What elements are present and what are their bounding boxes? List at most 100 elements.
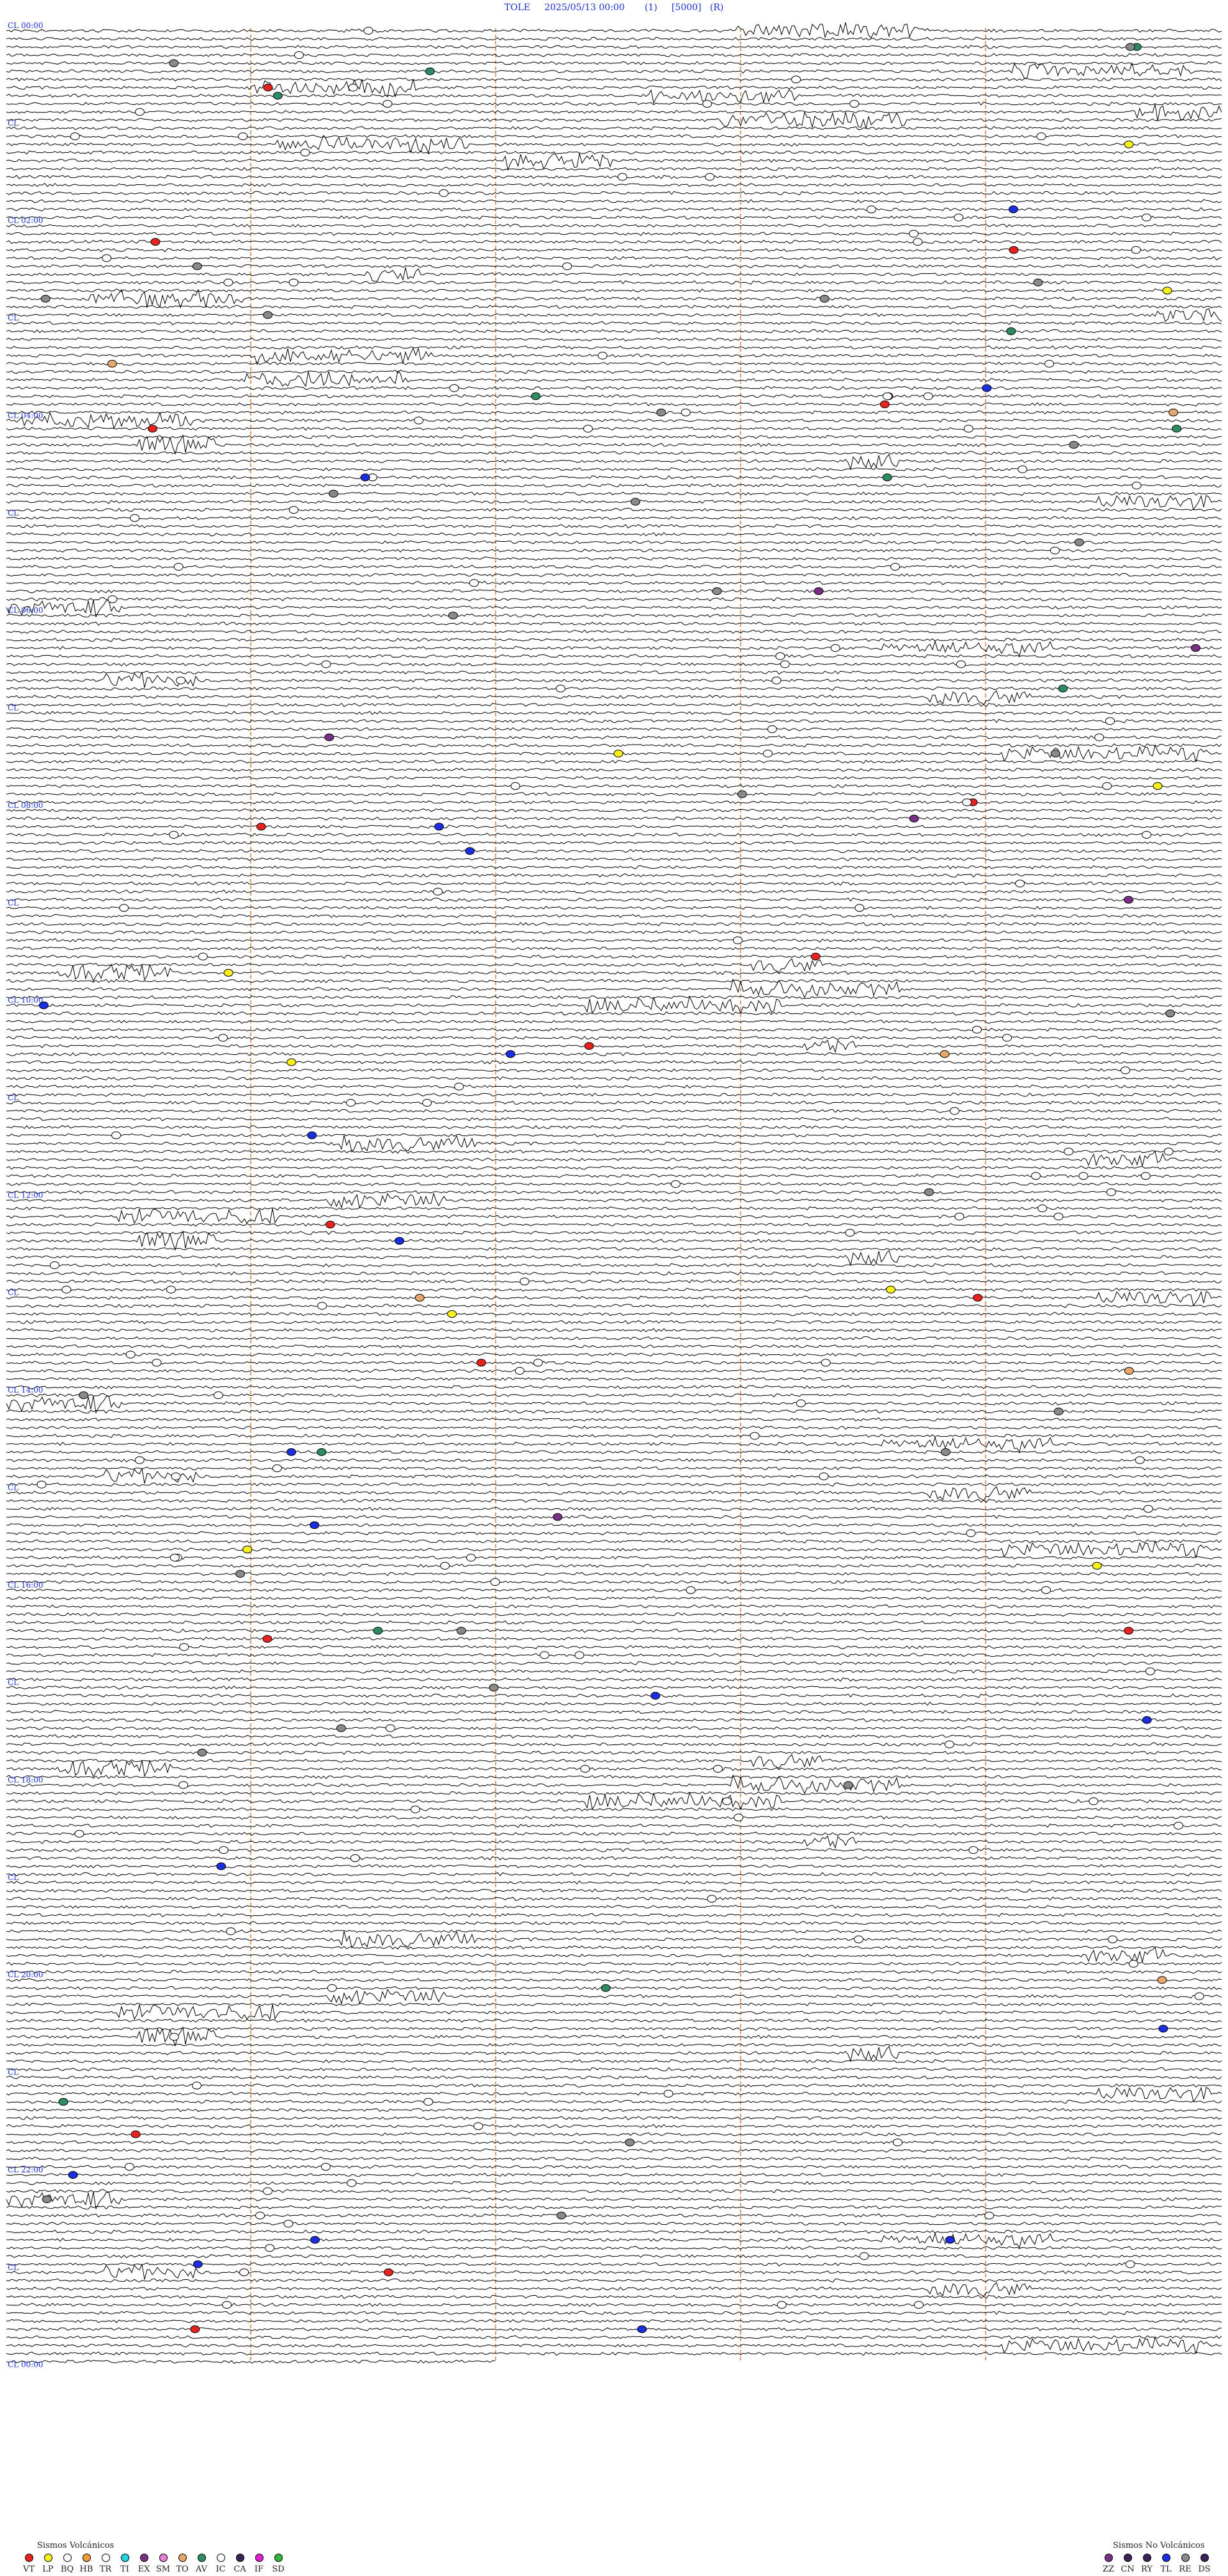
event-marker-lp — [287, 1058, 297, 1066]
legend-label: VT — [22, 2564, 35, 2574]
legend-dot-icon — [1123, 2554, 1132, 2562]
seismic-trace — [6, 1685, 1222, 1690]
seismic-trace — [6, 61, 1222, 66]
event-marker-bq — [70, 132, 80, 141]
event-marker-tl — [1158, 2025, 1169, 2033]
event-marker-bq — [914, 2301, 924, 2309]
event-marker-vt — [263, 83, 273, 91]
seismic-trace — [6, 2311, 1222, 2316]
seismic-trace — [6, 370, 1222, 388]
event-marker-bq — [1044, 360, 1054, 368]
event-marker-bq — [1142, 214, 1152, 221]
event-marker-re — [1125, 43, 1135, 51]
event-marker-re — [843, 1781, 853, 1789]
seismic-trace — [6, 347, 1222, 366]
event-marker-bq — [152, 1359, 162, 1367]
seismic-trace — [6, 2156, 1222, 2161]
event-marker-bq — [854, 904, 865, 912]
seismic-trace — [6, 1653, 1222, 1657]
seismic-trace — [6, 1831, 1222, 1836]
seismic-trace — [6, 889, 1222, 894]
seismic-trace — [6, 759, 1222, 764]
event-marker-lp — [1162, 287, 1172, 295]
seismic-trace — [6, 1986, 1222, 1991]
seismic-trace — [6, 629, 1222, 634]
seismic-trace — [6, 1531, 1222, 1536]
seismic-trace — [6, 1774, 1222, 1794]
event-marker-bq — [1053, 1212, 1064, 1221]
seismic-trace — [6, 1628, 1222, 1633]
seismic-trace — [6, 865, 1222, 870]
event-marker-bq — [135, 108, 145, 116]
hour-label: CL 10:00 — [8, 996, 43, 1005]
event-marker-bq — [111, 1131, 122, 1139]
event-marker-to — [107, 360, 117, 368]
seismic-trace — [6, 621, 1222, 626]
event-marker-bq — [173, 563, 184, 571]
event-marker-bq — [454, 1082, 464, 1091]
event-marker-bq — [767, 725, 777, 733]
seismic-trace — [6, 1931, 1222, 1949]
event-marker-bq — [239, 2268, 249, 2277]
legend-label: TI — [120, 2564, 129, 2574]
hour-label: CL — [8, 313, 19, 322]
event-marker-re — [1069, 441, 1079, 449]
event-marker-bq — [944, 1741, 954, 1748]
seismic-trace — [6, 1486, 1222, 1501]
legend-dot-icon — [1161, 2554, 1170, 2562]
seismic-trace — [6, 1271, 1222, 1276]
event-marker-bq — [1108, 1935, 1118, 1943]
legend-nonvolcanic-item-re: RE — [1176, 2554, 1195, 2574]
seismic-trace — [6, 1279, 1222, 1284]
event-marker-bq — [469, 579, 479, 587]
seismic-trace — [6, 1847, 1222, 1853]
seismic-trace — [6, 1522, 1222, 1528]
event-marker-bq — [1102, 782, 1112, 790]
event-marker-bq — [1018, 465, 1028, 473]
legend-nonvolcanic-title: Sismos No Volcánicos — [1113, 2541, 1205, 2550]
event-marker-re — [737, 790, 747, 798]
event-marker-bq — [1143, 1505, 1153, 1513]
event-marker-vt — [325, 1221, 335, 1229]
event-marker-bq — [1163, 1148, 1174, 1156]
seismic-trace — [6, 1311, 1222, 1316]
seismic-trace — [6, 1207, 1222, 1224]
event-marker-vt — [150, 238, 161, 246]
event-marker-bq — [923, 392, 933, 400]
legend-label: RE — [1179, 2564, 1192, 2574]
seismic-trace — [6, 454, 1222, 471]
seismic-trace — [6, 637, 1222, 642]
event-marker-re — [1074, 538, 1084, 546]
event-marker-bq — [1135, 1456, 1145, 1464]
seismic-trace — [6, 308, 1222, 322]
seismic-trace — [6, 1888, 1222, 1893]
event-marker-bq — [347, 2179, 357, 2187]
event-marker-bq — [473, 2122, 484, 2130]
seismic-trace — [6, 776, 1222, 780]
seismic-trace — [6, 483, 1222, 488]
seismic-trace — [6, 104, 1222, 122]
event-marker-bq — [1121, 1066, 1130, 1075]
seismic-trace — [6, 735, 1222, 739]
event-marker-bq — [686, 1586, 696, 1594]
seismic-trace — [6, 1815, 1222, 1820]
event-marker-bq — [317, 1302, 327, 1310]
seismic-trace — [6, 475, 1222, 480]
seismic-trace — [6, 2083, 1222, 2088]
event-marker-lp — [886, 1286, 896, 1293]
event-marker-bq — [169, 831, 179, 839]
hour-label: CL 02:00 — [8, 216, 43, 225]
event-marker-bq — [519, 1277, 530, 1286]
event-marker-bq — [300, 148, 310, 157]
seismic-trace — [6, 175, 1222, 179]
seismic-trace — [6, 111, 1222, 129]
seismic-trace — [6, 1929, 1222, 1934]
seismic-trace — [6, 1791, 1222, 1810]
seismic-trace — [6, 1709, 1222, 1714]
seismic-trace — [6, 2107, 1222, 2112]
event-marker-ex — [553, 1513, 563, 1521]
event-marker-vt — [384, 2268, 393, 2277]
event-marker-bq — [222, 2301, 232, 2309]
seismic-trace — [6, 2058, 1222, 2064]
seismic-trace — [6, 1396, 1222, 1414]
